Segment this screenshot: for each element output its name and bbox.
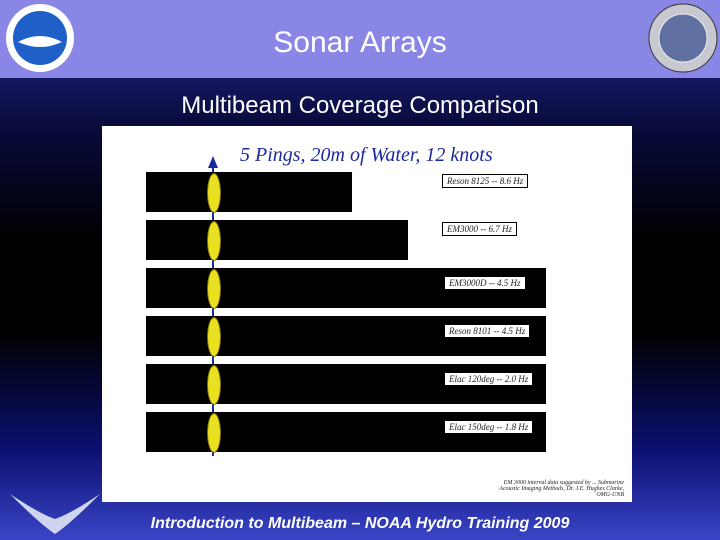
ping-marker	[207, 317, 221, 357]
ping-marker	[207, 269, 221, 309]
seal-inner	[658, 13, 708, 63]
ping-marker	[207, 221, 221, 261]
sonar-strip	[146, 172, 352, 212]
ping-marker	[207, 173, 221, 213]
figure: 5 Pings, 20m of Water, 12 knots Reson 81…	[102, 126, 632, 502]
sonar-label: EM3000 -- 6.7 Hz	[442, 222, 517, 236]
footer: Introduction to Multibeam – NOAA Hydro T…	[150, 515, 570, 532]
sonar-label: Reson 8101 -- 4.5 Hz	[444, 324, 531, 338]
bird-logo	[10, 494, 100, 534]
sonar-label: Elac 150deg -- 1.8 Hz	[444, 420, 534, 434]
header-band: Sonar Arrays	[0, 0, 720, 78]
ping-marker	[207, 413, 221, 453]
sonar-label: Elac 120deg -- 2.0 Hz	[444, 372, 534, 386]
citation: EM 3000 interval data suggested by ... S…	[499, 480, 624, 498]
arrow-head	[208, 156, 218, 168]
slide-title: Sonar Arrays	[273, 26, 447, 59]
logos	[6, 3, 718, 73]
ping-marker	[207, 365, 221, 405]
bird-shape	[10, 494, 100, 534]
sonar-label: Reson 8125 -- 8.6 Hz	[442, 174, 529, 188]
figure-title: 5 Pings, 20m of Water, 12 knots	[240, 144, 493, 166]
noaa-bird	[18, 36, 62, 47]
sonar-label: EM3000D -- 4.5 Hz	[444, 276, 526, 290]
sonar-strip	[146, 220, 408, 260]
subtitle: Multibeam Coverage Comparison	[181, 92, 539, 119]
